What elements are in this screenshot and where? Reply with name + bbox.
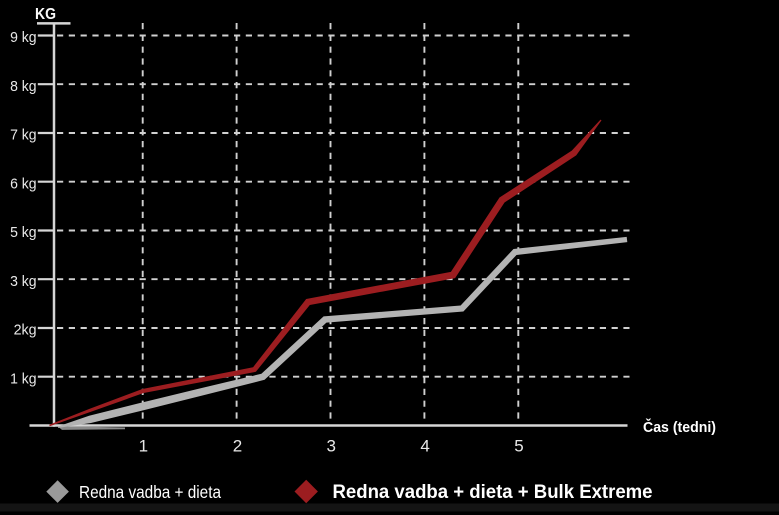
svg-text:Čas (tedni): Čas (tedni)	[643, 418, 716, 436]
svg-text:3 kg: 3 kg	[10, 273, 37, 290]
svg-text:KG: KG	[35, 6, 56, 23]
svg-text:5 kg: 5 kg	[10, 224, 37, 241]
svg-text:4: 4	[420, 437, 429, 456]
svg-text:3: 3	[326, 437, 335, 456]
svg-text:2: 2	[233, 437, 242, 456]
svg-text:Redna vadba + dieta: Redna vadba + dieta	[79, 482, 221, 502]
svg-text:1: 1	[139, 437, 148, 456]
svg-text:8 kg: 8 kg	[10, 78, 37, 95]
svg-text:9 kg: 9 kg	[10, 29, 37, 46]
svg-text:7 kg: 7 kg	[10, 127, 37, 144]
svg-text:6 kg: 6 kg	[10, 175, 37, 192]
svg-text:2kg: 2kg	[14, 322, 37, 339]
svg-text:1 kg: 1 kg	[10, 370, 37, 387]
svg-text:Redna vadba + dieta + Bulk Ext: Redna vadba + dieta + Bulk Extreme	[333, 482, 653, 503]
svg-text:5: 5	[514, 437, 523, 456]
